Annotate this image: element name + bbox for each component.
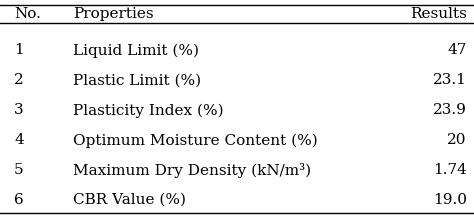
Text: 3: 3 (14, 103, 24, 117)
Text: Plasticity Index (%): Plasticity Index (%) (73, 103, 224, 118)
Text: 1: 1 (14, 43, 24, 58)
Text: 19.0: 19.0 (433, 193, 467, 207)
Text: Plastic Limit (%): Plastic Limit (%) (73, 73, 201, 87)
Text: Results: Results (410, 7, 467, 21)
Text: 5: 5 (14, 163, 24, 177)
Text: 1.74: 1.74 (433, 163, 467, 177)
Text: CBR Value (%): CBR Value (%) (73, 193, 186, 207)
Text: Properties: Properties (73, 7, 154, 21)
Text: 23.9: 23.9 (433, 103, 467, 117)
Text: Liquid Limit (%): Liquid Limit (%) (73, 43, 200, 58)
Text: 47: 47 (447, 43, 467, 58)
Text: No.: No. (14, 7, 41, 21)
Text: 2: 2 (14, 73, 24, 87)
Text: 20: 20 (447, 133, 467, 147)
Text: Maximum Dry Density (kN/m³): Maximum Dry Density (kN/m³) (73, 163, 311, 178)
Text: 6: 6 (14, 193, 24, 207)
Text: 23.1: 23.1 (433, 73, 467, 87)
Text: Optimum Moisture Content (%): Optimum Moisture Content (%) (73, 133, 318, 148)
Text: 4: 4 (14, 133, 24, 147)
